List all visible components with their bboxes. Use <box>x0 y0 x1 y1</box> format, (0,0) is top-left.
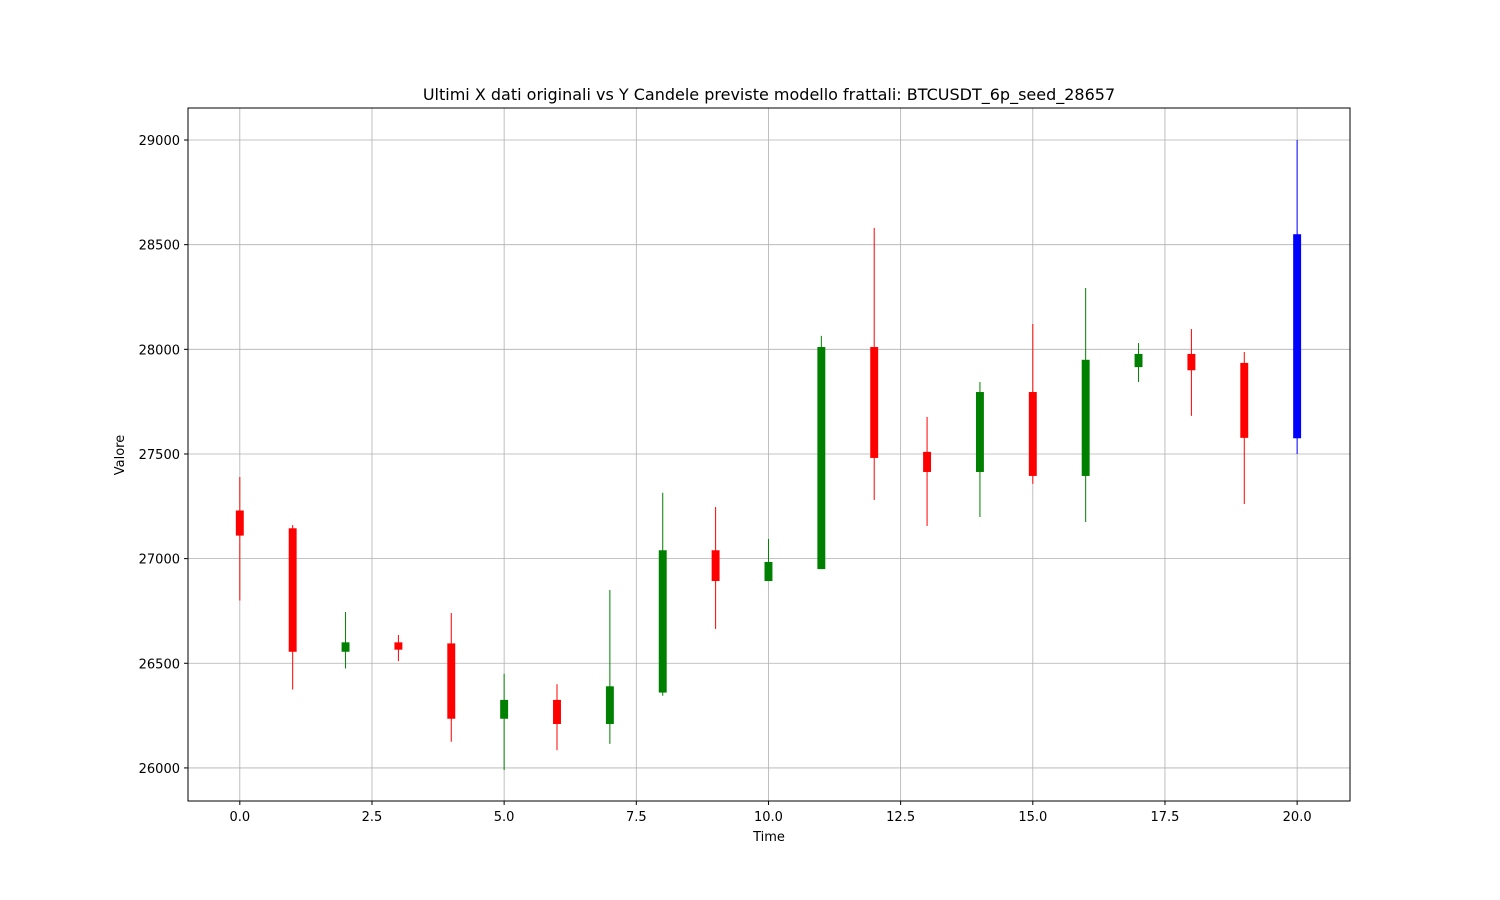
x-tick-label: 20.0 <box>1283 810 1312 825</box>
candle-body <box>447 643 456 719</box>
candle-body <box>764 561 773 582</box>
y-tick-label: 27000 <box>139 553 180 568</box>
y-tick-label: 29000 <box>139 134 180 149</box>
candle-body <box>1134 353 1143 368</box>
x-tick-label: 0.0 <box>229 810 250 825</box>
chart-title: Ultimi X dati originali vs Y Candele pre… <box>423 85 1115 105</box>
y-tick-label: 26000 <box>139 762 180 777</box>
candle-body <box>605 686 614 724</box>
candle-body <box>1081 359 1090 476</box>
candle-body <box>817 347 826 570</box>
x-tick-label: 12.5 <box>886 810 915 825</box>
x-tick-label: 10.0 <box>754 810 783 825</box>
x-tick-label: 17.5 <box>1150 810 1179 825</box>
y-axis-label: Valore <box>113 435 128 475</box>
y-tick-label: 28000 <box>139 343 180 358</box>
candle-body <box>1293 234 1302 439</box>
x-tick-label: 15.0 <box>1018 810 1047 825</box>
candle-body <box>500 699 509 719</box>
candle-body <box>288 528 297 652</box>
candle-body <box>975 392 984 472</box>
candle-body <box>658 550 667 693</box>
candle-body <box>553 699 561 724</box>
y-tick-label: 27500 <box>139 448 180 463</box>
candle-body <box>1240 362 1249 438</box>
plot-frame <box>187 107 1351 802</box>
candle-body <box>1028 392 1037 476</box>
candle-body <box>341 642 350 652</box>
y-tick-label: 28500 <box>139 239 180 254</box>
candle-body <box>870 347 879 458</box>
candle-body <box>1187 353 1196 371</box>
x-tick-label: 2.5 <box>362 810 383 825</box>
y-tick-label: 26500 <box>139 657 180 672</box>
candle-body <box>235 510 244 536</box>
candle-body <box>394 642 403 650</box>
candle-body <box>923 451 932 472</box>
x-tick-label: 5.0 <box>494 810 515 825</box>
candle-body <box>711 550 720 582</box>
x-tick-label: 7.5 <box>626 810 647 825</box>
x-axis-label: Time <box>752 830 785 845</box>
